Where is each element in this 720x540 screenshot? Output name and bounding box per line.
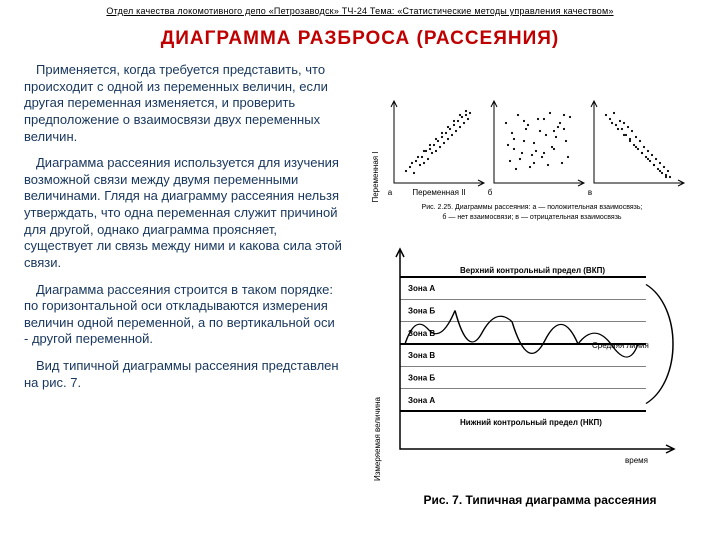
paragraph-3: Диаграмма рассеяния строится в таком пор…	[24, 282, 342, 349]
page-header: Отдел качества локомотивного депо «Петро…	[0, 6, 720, 16]
paragraph-4: Вид типичной диаграммы рассеяния предста…	[24, 358, 342, 391]
svg-text:Средняя линия: Средняя линия	[592, 341, 649, 350]
figure-7: Переменная I а б в Переменная II Рис. 2.25. Д…	[362, 89, 702, 481]
paragraph-1: Применяется, когда требуется представить…	[24, 62, 342, 145]
svg-text:Зона А: Зона А	[408, 396, 435, 405]
svg-text:б: б	[488, 188, 493, 197]
svg-text:Зона А: Зона А	[408, 284, 435, 293]
svg-text:в: в	[588, 188, 592, 197]
svg-text:Рис. 2.25. Диаграммы рассеяния: Рис. 2.25. Диаграммы рассеяния: а — поло…	[422, 204, 643, 211]
svg-text:а: а	[388, 188, 393, 197]
svg-text:Переменная II: Переменная II	[412, 188, 465, 197]
svg-text:время: время	[625, 456, 648, 465]
figure-svg: Переменная I а б в Переменная II Рис. 2.25. Д…	[362, 89, 702, 481]
svg-text:Нижний контрольный предел (НКП: Нижний контрольный предел (НКП)	[460, 418, 602, 427]
paragraph-2: Диаграмма рассеяния используется для изу…	[24, 155, 342, 271]
page-title: ДИАГРАММА РАЗБРОСА (РАССЕЯНИЯ)	[0, 28, 720, 50]
body-text-column: Применяется, когда требуется представить…	[24, 62, 342, 401]
svg-text:Верхний контрольный предел (ВК: Верхний контрольный предел (ВКП)	[460, 266, 605, 275]
svg-text:Зона Б: Зона Б	[408, 374, 435, 383]
svg-text:Зона Б: Зона Б	[408, 307, 435, 316]
svg-text:Измеряемая величина: Измеряемая величина	[373, 396, 382, 481]
figure-caption: Рис. 7. Типичная диаграмма рассеяния	[380, 493, 700, 507]
svg-text:Зона В: Зона В	[408, 351, 435, 360]
svg-text:б — нет взаимосвязи; в — отриц: б — нет взаимосвязи; в — отрицательная в…	[442, 213, 621, 221]
svg-text:Зона В: Зона В	[408, 329, 435, 338]
svg-text:Переменная I: Переменная I	[371, 151, 380, 202]
